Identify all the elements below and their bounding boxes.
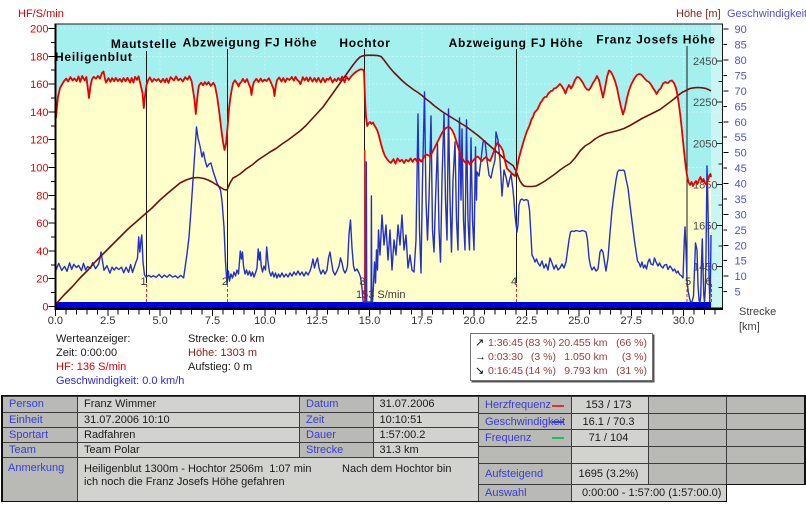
svg-text:30.0: 30.0 — [673, 315, 694, 327]
svg-text:[km]: [km] — [739, 321, 760, 333]
svg-text:Heiligenblut: Heiligenblut — [55, 50, 133, 64]
svg-text:2250: 2250 — [693, 97, 717, 109]
svg-text:200: 200 — [30, 24, 48, 36]
svg-text:80: 80 — [735, 55, 747, 67]
svg-text:60: 60 — [735, 117, 747, 129]
svg-text:140: 140 — [30, 107, 48, 119]
svg-text:45: 45 — [735, 163, 747, 175]
svg-text:2050: 2050 — [693, 138, 717, 150]
svg-text:1: 1 — [140, 276, 146, 288]
svg-text:85: 85 — [735, 40, 747, 52]
svg-text:22.5: 22.5 — [516, 315, 537, 327]
svg-text:Geschwindigkeit: Geschwindigkeit — [727, 8, 806, 20]
svg-text:HF/S/min: HF/S/min — [18, 8, 64, 20]
svg-text:15: 15 — [735, 256, 747, 268]
svg-text:Hochtor: Hochtor — [339, 36, 390, 50]
svg-text:100: 100 — [30, 163, 48, 175]
svg-text:15.0: 15.0 — [359, 315, 380, 327]
svg-text:153 S/min: 153 S/min — [356, 289, 406, 301]
svg-text:80: 80 — [36, 190, 48, 202]
svg-text:Franz Josefs Höhe: Franz Josefs Höhe — [596, 33, 715, 47]
svg-text:160: 160 — [30, 79, 48, 91]
svg-text:90: 90 — [735, 24, 747, 36]
svg-text:10: 10 — [735, 271, 747, 283]
svg-text:Abzweigung FJ Höhe: Abzweigung FJ Höhe — [449, 36, 584, 50]
svg-text:25: 25 — [735, 225, 747, 237]
svg-text:5.0: 5.0 — [152, 315, 167, 327]
svg-text:1850: 1850 — [693, 179, 717, 191]
svg-text:35: 35 — [735, 194, 747, 206]
svg-text:12.5: 12.5 — [306, 315, 327, 327]
svg-text:2: 2 — [222, 276, 228, 288]
svg-text:65: 65 — [735, 101, 747, 113]
svg-text:120: 120 — [30, 135, 48, 147]
svg-text:40: 40 — [735, 179, 747, 191]
svg-text:4: 4 — [511, 276, 517, 288]
svg-text:70: 70 — [735, 86, 747, 98]
svg-text:2450: 2450 — [693, 56, 717, 68]
svg-text:40: 40 — [36, 246, 48, 258]
svg-text:1650: 1650 — [693, 221, 717, 233]
svg-text:3: 3 — [359, 276, 365, 288]
svg-text:0: 0 — [42, 302, 48, 314]
svg-text:10.0: 10.0 — [254, 315, 275, 327]
svg-text:5: 5 — [685, 276, 691, 288]
svg-text:20.0: 20.0 — [463, 315, 484, 327]
svg-text:20: 20 — [735, 240, 747, 252]
svg-text:55: 55 — [735, 132, 747, 144]
svg-text:2.5: 2.5 — [100, 315, 115, 327]
svg-text:6: 6 — [705, 276, 711, 288]
svg-text:180: 180 — [30, 51, 48, 63]
svg-text:30: 30 — [735, 209, 747, 221]
svg-text:17.5: 17.5 — [411, 315, 432, 327]
svg-text:Strecke: Strecke — [739, 306, 776, 318]
svg-text:25.0: 25.0 — [568, 315, 589, 327]
svg-text:0.0: 0.0 — [48, 315, 63, 327]
svg-text:60: 60 — [36, 218, 48, 230]
svg-text:7.5: 7.5 — [205, 315, 220, 327]
svg-text:75: 75 — [735, 71, 747, 83]
svg-text:5: 5 — [735, 287, 741, 299]
svg-text:Mautstelle: Mautstelle — [111, 37, 177, 51]
svg-text:Abzweigung FJ Höhe: Abzweigung FJ Höhe — [183, 36, 318, 50]
svg-text:Höhe [m]: Höhe [m] — [676, 8, 721, 20]
svg-text:20: 20 — [36, 274, 48, 286]
svg-text:50: 50 — [735, 148, 747, 160]
svg-text:27.5: 27.5 — [620, 315, 641, 327]
